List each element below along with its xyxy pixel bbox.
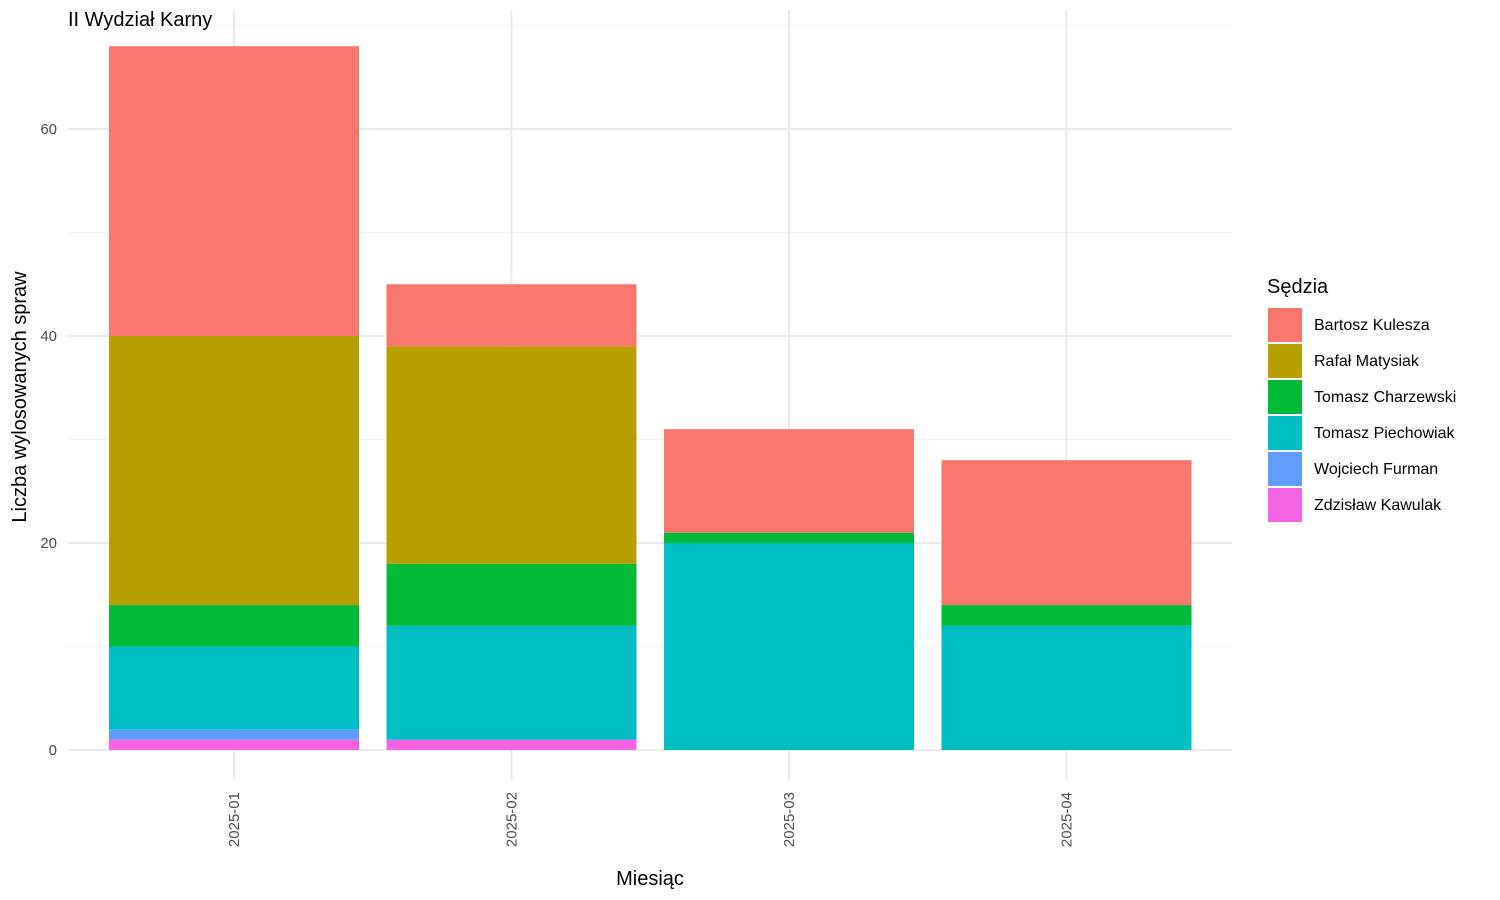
legend-swatch [1268, 344, 1302, 378]
x-tick-label: 2025-04 [1059, 792, 1076, 847]
x-tick-label: 2025-01 [226, 792, 243, 847]
legend-label: Zdzisław Kawulak [1314, 497, 1442, 514]
bar-segment [109, 646, 359, 730]
legend-title: Sędzia [1267, 276, 1329, 298]
bar-segment [664, 429, 914, 533]
x-tick-labels: 2025-01 2025-02 2025-03 2025-04 [226, 792, 1076, 847]
x-axis-title: Miesiąc [616, 868, 684, 890]
bar-segment [664, 532, 914, 543]
legend-swatch [1268, 416, 1302, 450]
bar-segment [386, 625, 637, 740]
bar-segment [386, 739, 637, 750]
y-tick-label: 60 [40, 121, 57, 138]
bars [109, 46, 1192, 750]
legend-label: Wojciech Furman [1314, 461, 1438, 478]
x-tick-label: 2025-03 [781, 792, 798, 847]
bar-segment [941, 460, 1192, 606]
bar-segment [941, 605, 1192, 626]
y-tick-label: 40 [40, 328, 57, 345]
x-tick-label: 2025-02 [504, 792, 521, 847]
bar-segment [109, 46, 359, 336]
bar-segment [386, 346, 637, 564]
y-tick-label: 20 [40, 535, 57, 552]
bar-segment [109, 605, 359, 647]
legend-label: Rafał Matysiak [1314, 353, 1420, 370]
y-tick-labels: 0 20 40 60 [40, 121, 57, 759]
bar-segment [386, 563, 637, 626]
y-axis-title: Liczba wylosowanych spraw [9, 271, 31, 523]
y-tick-label: 0 [49, 742, 57, 759]
bar-segment [109, 739, 359, 750]
legend-items: Bartosz Kulesza Rafał Matysiak Tomasz Char… [1268, 308, 1456, 522]
legend-swatch [1268, 452, 1302, 486]
legend-swatch [1268, 488, 1302, 522]
legend-label: Tomasz Charzewski [1314, 389, 1456, 406]
legend-swatch [1268, 380, 1302, 414]
bar-segment [386, 284, 637, 347]
chart-title: II Wydział Karny [68, 9, 212, 31]
legend-swatch [1268, 308, 1302, 342]
legend: Sędzia Bartosz Kulesza Rafał Matysiak Toma… [1267, 276, 1456, 522]
legend-label: Bartosz Kulesza [1314, 317, 1430, 334]
bar-segment [109, 729, 359, 740]
bar-segment [941, 625, 1192, 750]
bar-segment [664, 543, 914, 750]
legend-label: Tomasz Piechowiak [1314, 425, 1456, 442]
bar-segment [109, 336, 359, 606]
